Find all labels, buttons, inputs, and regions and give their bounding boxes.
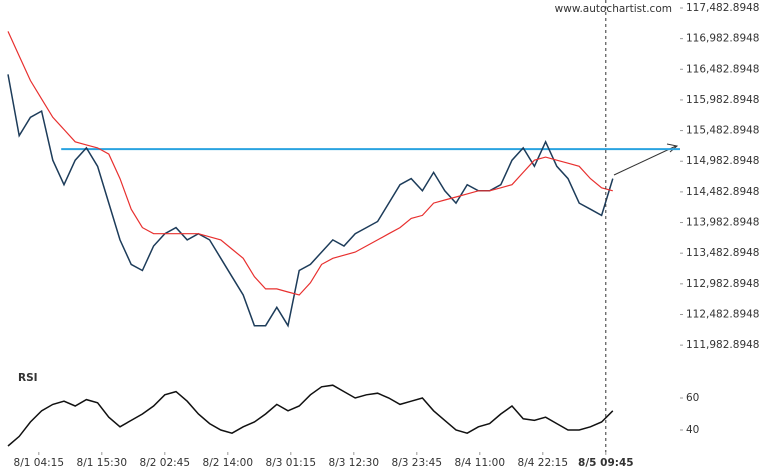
rsi-title: RSI — [18, 372, 38, 384]
y-tick-label: 112,482.8948 — [686, 308, 759, 320]
x-tick-label: 8/2 02:45 — [140, 457, 191, 469]
y-tick-label: 116,982.8948 — [686, 33, 759, 45]
y-tick-label: 115,482.8948 — [686, 125, 759, 137]
series-line — [7, 31, 613, 296]
y-tick-label: 114,982.8948 — [686, 155, 759, 167]
y-tick-label: 111,982.8948 — [686, 339, 759, 351]
y-tick-label: 40 — [686, 424, 699, 436]
y-tick-label: 113,982.8948 — [686, 217, 759, 229]
y-tick-label: 112,982.8948 — [686, 278, 759, 290]
y-tick-label: 113,482.8948 — [686, 247, 759, 259]
y-tick-label: 114,482.8948 — [686, 186, 759, 198]
x-tick-label: 8/4 22:15 — [518, 457, 569, 469]
x-tick-label: 8/3 23:45 — [392, 457, 443, 469]
y-tick-label: 116,482.8948 — [686, 63, 759, 75]
forecast-arrow — [613, 145, 677, 176]
x-tick-label: 8/5 09:45 — [578, 457, 634, 469]
series-line — [7, 74, 614, 328]
y-tick-label: 117,482.8948 — [686, 2, 759, 14]
x-tick-label: 8/3 12:30 — [329, 457, 380, 469]
x-tick-label: 8/4 11:00 — [455, 457, 506, 469]
y-tick-label: 60 — [686, 392, 699, 404]
x-tick-label: 8/2 14:00 — [203, 457, 254, 469]
source: www.autochartist.com — [555, 3, 672, 15]
series-line — [7, 384, 614, 447]
x-tick-label: 8/1 04:15 — [14, 457, 65, 469]
y-tick-label: 115,982.8948 — [686, 94, 759, 106]
x-tick-label: 8/1 15:30 — [77, 457, 128, 469]
x-tick-label: 8/3 01:15 — [266, 457, 317, 469]
